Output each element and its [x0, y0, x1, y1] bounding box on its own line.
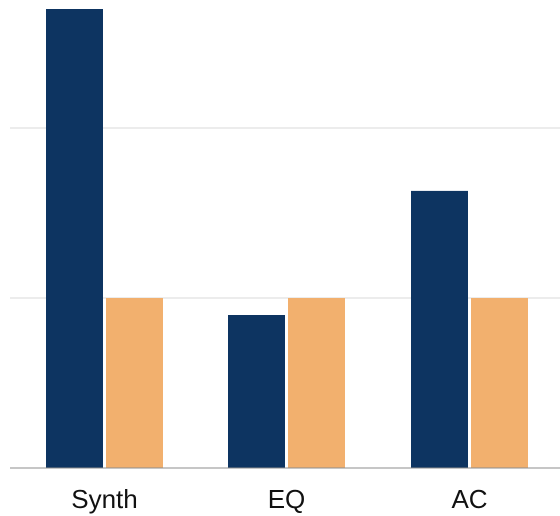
bar-eq-series-2: [288, 298, 345, 468]
x-tick-label-eq: EQ: [268, 484, 306, 514]
bar-ac-series-2: [471, 298, 528, 468]
bar-ac-series-1: [411, 190, 468, 468]
x-tick-label-synth: Synth: [71, 484, 138, 514]
x-tick-label-ac: AC: [451, 484, 487, 514]
bar-synth-series-1: [46, 9, 103, 468]
bar-eq-series-1: [228, 315, 285, 468]
bar-synth-series-2: [106, 298, 163, 468]
x-tick-labels: Synth EQ AC: [71, 484, 487, 514]
bars: [46, 9, 528, 468]
